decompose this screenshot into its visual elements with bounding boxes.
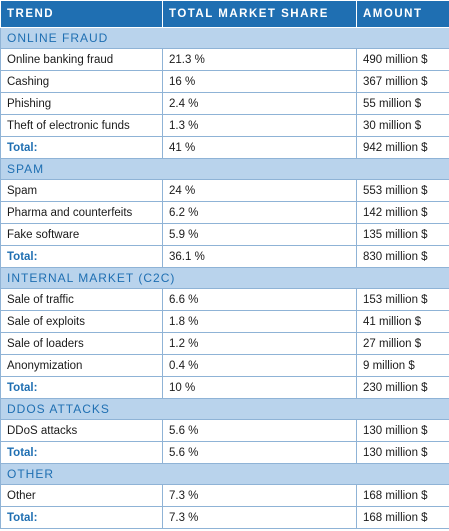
- table-row: Sale of traffic 6.6 % 153 million $: [0, 288, 449, 311]
- trend-cell: Sale of loaders: [0, 332, 163, 355]
- section-title: SPAM: [0, 158, 449, 180]
- amount-cell: 30 million $: [356, 114, 449, 137]
- table-row: Other 7.3 % 168 million $: [0, 484, 449, 507]
- table-row: Anonymization 0.4 % 9 million $: [0, 354, 449, 377]
- total-label: Total:: [0, 136, 163, 159]
- share-cell: 1.2 %: [162, 332, 357, 355]
- section-row: SPAM: [0, 158, 449, 180]
- section-row: ONLINE FRAUD: [0, 27, 449, 49]
- section-title: INTERNAL MARKET (C2C): [0, 267, 449, 289]
- total-row: Total: 5.6 % 130 million $: [0, 441, 449, 464]
- table-row: Cashing 16 % 367 million $: [0, 70, 449, 93]
- trend-cell: Fake software: [0, 223, 163, 246]
- share-cell: 24 %: [162, 179, 357, 202]
- share-cell: 6.2 %: [162, 201, 357, 224]
- amount-cell: 168 million $: [356, 484, 449, 507]
- amount-cell: 130 million $: [356, 419, 449, 442]
- total-share-cell: 41 %: [162, 136, 357, 159]
- share-cell: 1.3 %: [162, 114, 357, 137]
- total-share-cell: 36.1 %: [162, 245, 357, 268]
- total-amount-cell: 230 million $: [356, 376, 449, 399]
- total-label: Total:: [0, 376, 163, 399]
- table-row: Pharma and counterfeits 6.2 % 142 million …: [0, 201, 449, 224]
- section-title: ONLINE FRAUD: [0, 27, 449, 49]
- section-title: DDOS ATTACKS: [0, 398, 449, 420]
- amount-cell: 553 million $: [356, 179, 449, 202]
- total-share-cell: 10 %: [162, 376, 357, 399]
- header-total-market-share: TOTAL MARKET SHARE: [162, 0, 357, 28]
- share-cell: 1.8 %: [162, 310, 357, 333]
- total-amount-cell: 830 million $: [356, 245, 449, 268]
- table-row: Phishing 2.4 % 55 million $: [0, 92, 449, 115]
- total-amount-cell: 168 million $: [356, 506, 449, 529]
- table-header: TREND TOTAL MARKET SHARE AMOUNT: [0, 0, 449, 28]
- trend-cell: Anonymization: [0, 354, 163, 377]
- amount-cell: 9 million $: [356, 354, 449, 377]
- share-cell: 7.3 %: [162, 484, 357, 507]
- total-row: Total: 41 % 942 million $: [0, 136, 449, 159]
- total-label: Total:: [0, 245, 163, 268]
- table-row: Online banking fraud 21.3 % 490 million $: [0, 48, 449, 71]
- total-label: Total:: [0, 506, 163, 529]
- amount-cell: 142 million $: [356, 201, 449, 224]
- section-title: OTHER: [0, 463, 449, 485]
- amount-cell: 153 million $: [356, 288, 449, 311]
- trend-cell: Spam: [0, 179, 163, 202]
- header-row: TREND TOTAL MARKET SHARE AMOUNT: [0, 0, 449, 28]
- table-row: Fake software 5.9 % 135 million $: [0, 223, 449, 246]
- total-row: Total: 7.3 % 168 million $: [0, 506, 449, 529]
- amount-cell: 490 million $: [356, 48, 449, 71]
- table-row: Theft of electronic funds 1.3 % 30 million…: [0, 114, 449, 137]
- share-cell: 2.4 %: [162, 92, 357, 115]
- share-cell: 5.6 %: [162, 419, 357, 442]
- share-cell: 0.4 %: [162, 354, 357, 377]
- section-row: DDOS ATTACKS: [0, 398, 449, 420]
- total-amount-cell: 130 million $: [356, 441, 449, 464]
- amount-cell: 135 million $: [356, 223, 449, 246]
- trend-cell: Cashing: [0, 70, 163, 93]
- amount-cell: 55 million $: [356, 92, 449, 115]
- trend-cell: Online banking fraud: [0, 48, 163, 71]
- total-label: Total:: [0, 441, 163, 464]
- total-share-cell: 7.3 %: [162, 506, 357, 529]
- header-trend: TREND: [0, 0, 163, 28]
- total-share-cell: 5.6 %: [162, 441, 357, 464]
- section-row: INTERNAL MARKET (C2C): [0, 267, 449, 289]
- section-row: OTHER: [0, 463, 449, 485]
- share-cell: 21.3 %: [162, 48, 357, 71]
- total-amount-cell: 942 million $: [356, 136, 449, 159]
- table-row: Sale of loaders 1.2 % 27 million $: [0, 332, 449, 355]
- share-cell: 6.6 %: [162, 288, 357, 311]
- trend-cell: Other: [0, 484, 163, 507]
- table-row: Sale of exploits 1.8 % 41 million $: [0, 310, 449, 333]
- amount-cell: 367 million $: [356, 70, 449, 93]
- trend-cell: Sale of exploits: [0, 310, 163, 333]
- header-amount: AMOUNT: [356, 0, 449, 28]
- amount-cell: 41 million $: [356, 310, 449, 333]
- table-row: DDoS attacks 5.6 % 130 million $: [0, 419, 449, 442]
- table-body: ONLINE FRAUD Online banking fraud 21.3 % 49…: [0, 27, 449, 529]
- trend-cell: Sale of traffic: [0, 288, 163, 311]
- trend-cell: Theft of electronic funds: [0, 114, 163, 137]
- total-row: Total: 10 % 230 million $: [0, 376, 449, 399]
- share-cell: 16 %: [162, 70, 357, 93]
- trend-cell: DDoS attacks: [0, 419, 163, 442]
- table-row: Spam 24 % 553 million $: [0, 179, 449, 202]
- amount-cell: 27 million $: [356, 332, 449, 355]
- trend-cell: Phishing: [0, 92, 163, 115]
- total-row: Total: 36.1 % 830 million $: [0, 245, 449, 268]
- share-cell: 5.9 %: [162, 223, 357, 246]
- trend-cell: Pharma and counterfeits: [0, 201, 163, 224]
